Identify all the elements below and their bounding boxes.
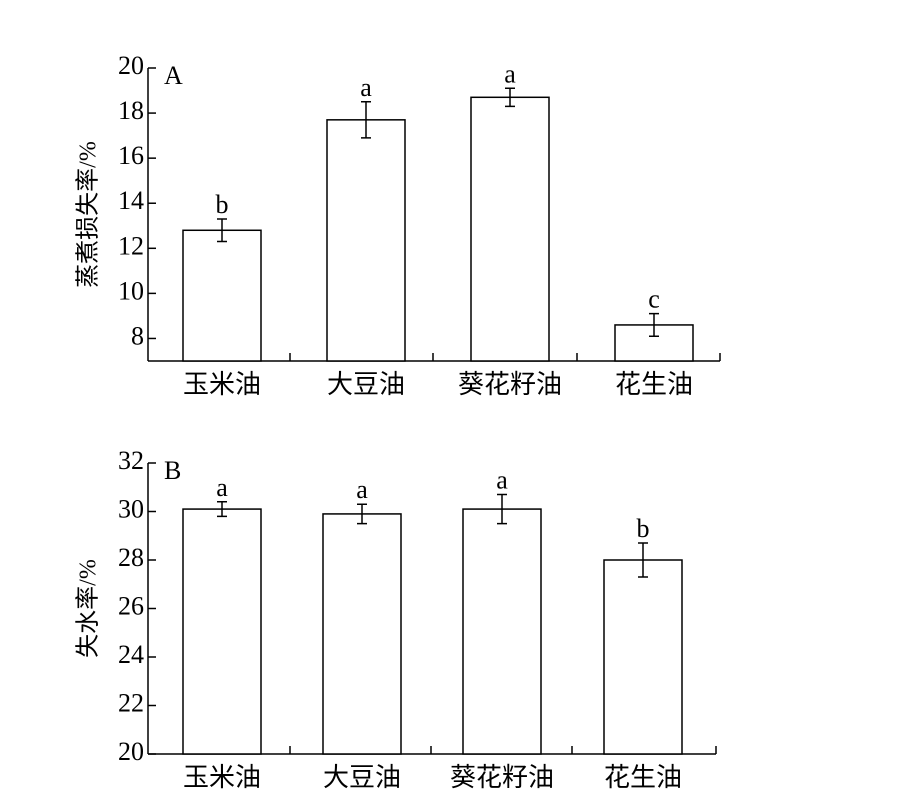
bar (326, 119, 406, 362)
error-bar (505, 87, 515, 108)
error-bar (638, 542, 648, 578)
bar (470, 96, 550, 362)
panel-label: B (164, 456, 181, 485)
significance-letter: a (356, 475, 368, 504)
y-tick-label: 20 (118, 51, 144, 80)
bar (462, 508, 542, 755)
x-tick-label: 花生油 (604, 763, 682, 792)
panel-label: A (164, 61, 183, 90)
y-tick-label: 10 (118, 276, 144, 305)
error-bar (649, 312, 659, 337)
y-tick-label: 22 (118, 688, 144, 717)
error-bar (361, 101, 371, 139)
y-tick-label: 26 (118, 591, 144, 620)
error-bar (217, 218, 227, 243)
significance-letter: b (637, 514, 650, 543)
y-tick-label: 18 (118, 96, 144, 125)
y-tick-label: 28 (118, 543, 144, 572)
significance-letter: a (504, 59, 516, 88)
x-tick-label: 花生油 (615, 370, 693, 399)
y-axis-label: 失水率/% (75, 559, 102, 658)
error-bar (357, 503, 367, 525)
x-tick-label: 葵花籽油 (458, 370, 562, 399)
x-tick-label: 葵花籽油 (450, 763, 554, 792)
significance-letter: a (496, 465, 508, 494)
x-tick-label: 玉米油 (183, 370, 261, 399)
x-tick-label: 大豆油 (323, 763, 401, 792)
y-tick-label: 20 (118, 737, 144, 766)
bar (182, 508, 262, 755)
significance-letter: a (360, 73, 372, 102)
y-tick-label: 14 (118, 186, 144, 215)
x-tick-label: 大豆油 (327, 370, 405, 399)
significance-letter: b (216, 190, 229, 219)
error-bar (217, 501, 227, 518)
x-tick-label: 玉米油 (183, 763, 261, 792)
y-tick-label: 24 (118, 640, 144, 669)
y-tick-label: 32 (118, 446, 144, 475)
y-tick-label: 12 (118, 231, 144, 260)
bar (603, 559, 683, 755)
bar (182, 229, 262, 362)
significance-letter: a (216, 473, 228, 502)
y-axis-label: 蒸煮损失率/% (75, 141, 102, 288)
y-tick-label: 16 (118, 141, 144, 170)
error-bar (497, 493, 507, 525)
y-tick-label: 30 (118, 494, 144, 523)
significance-letter: c (648, 285, 660, 314)
bar (322, 513, 402, 755)
y-tick-label: 8 (131, 321, 144, 350)
